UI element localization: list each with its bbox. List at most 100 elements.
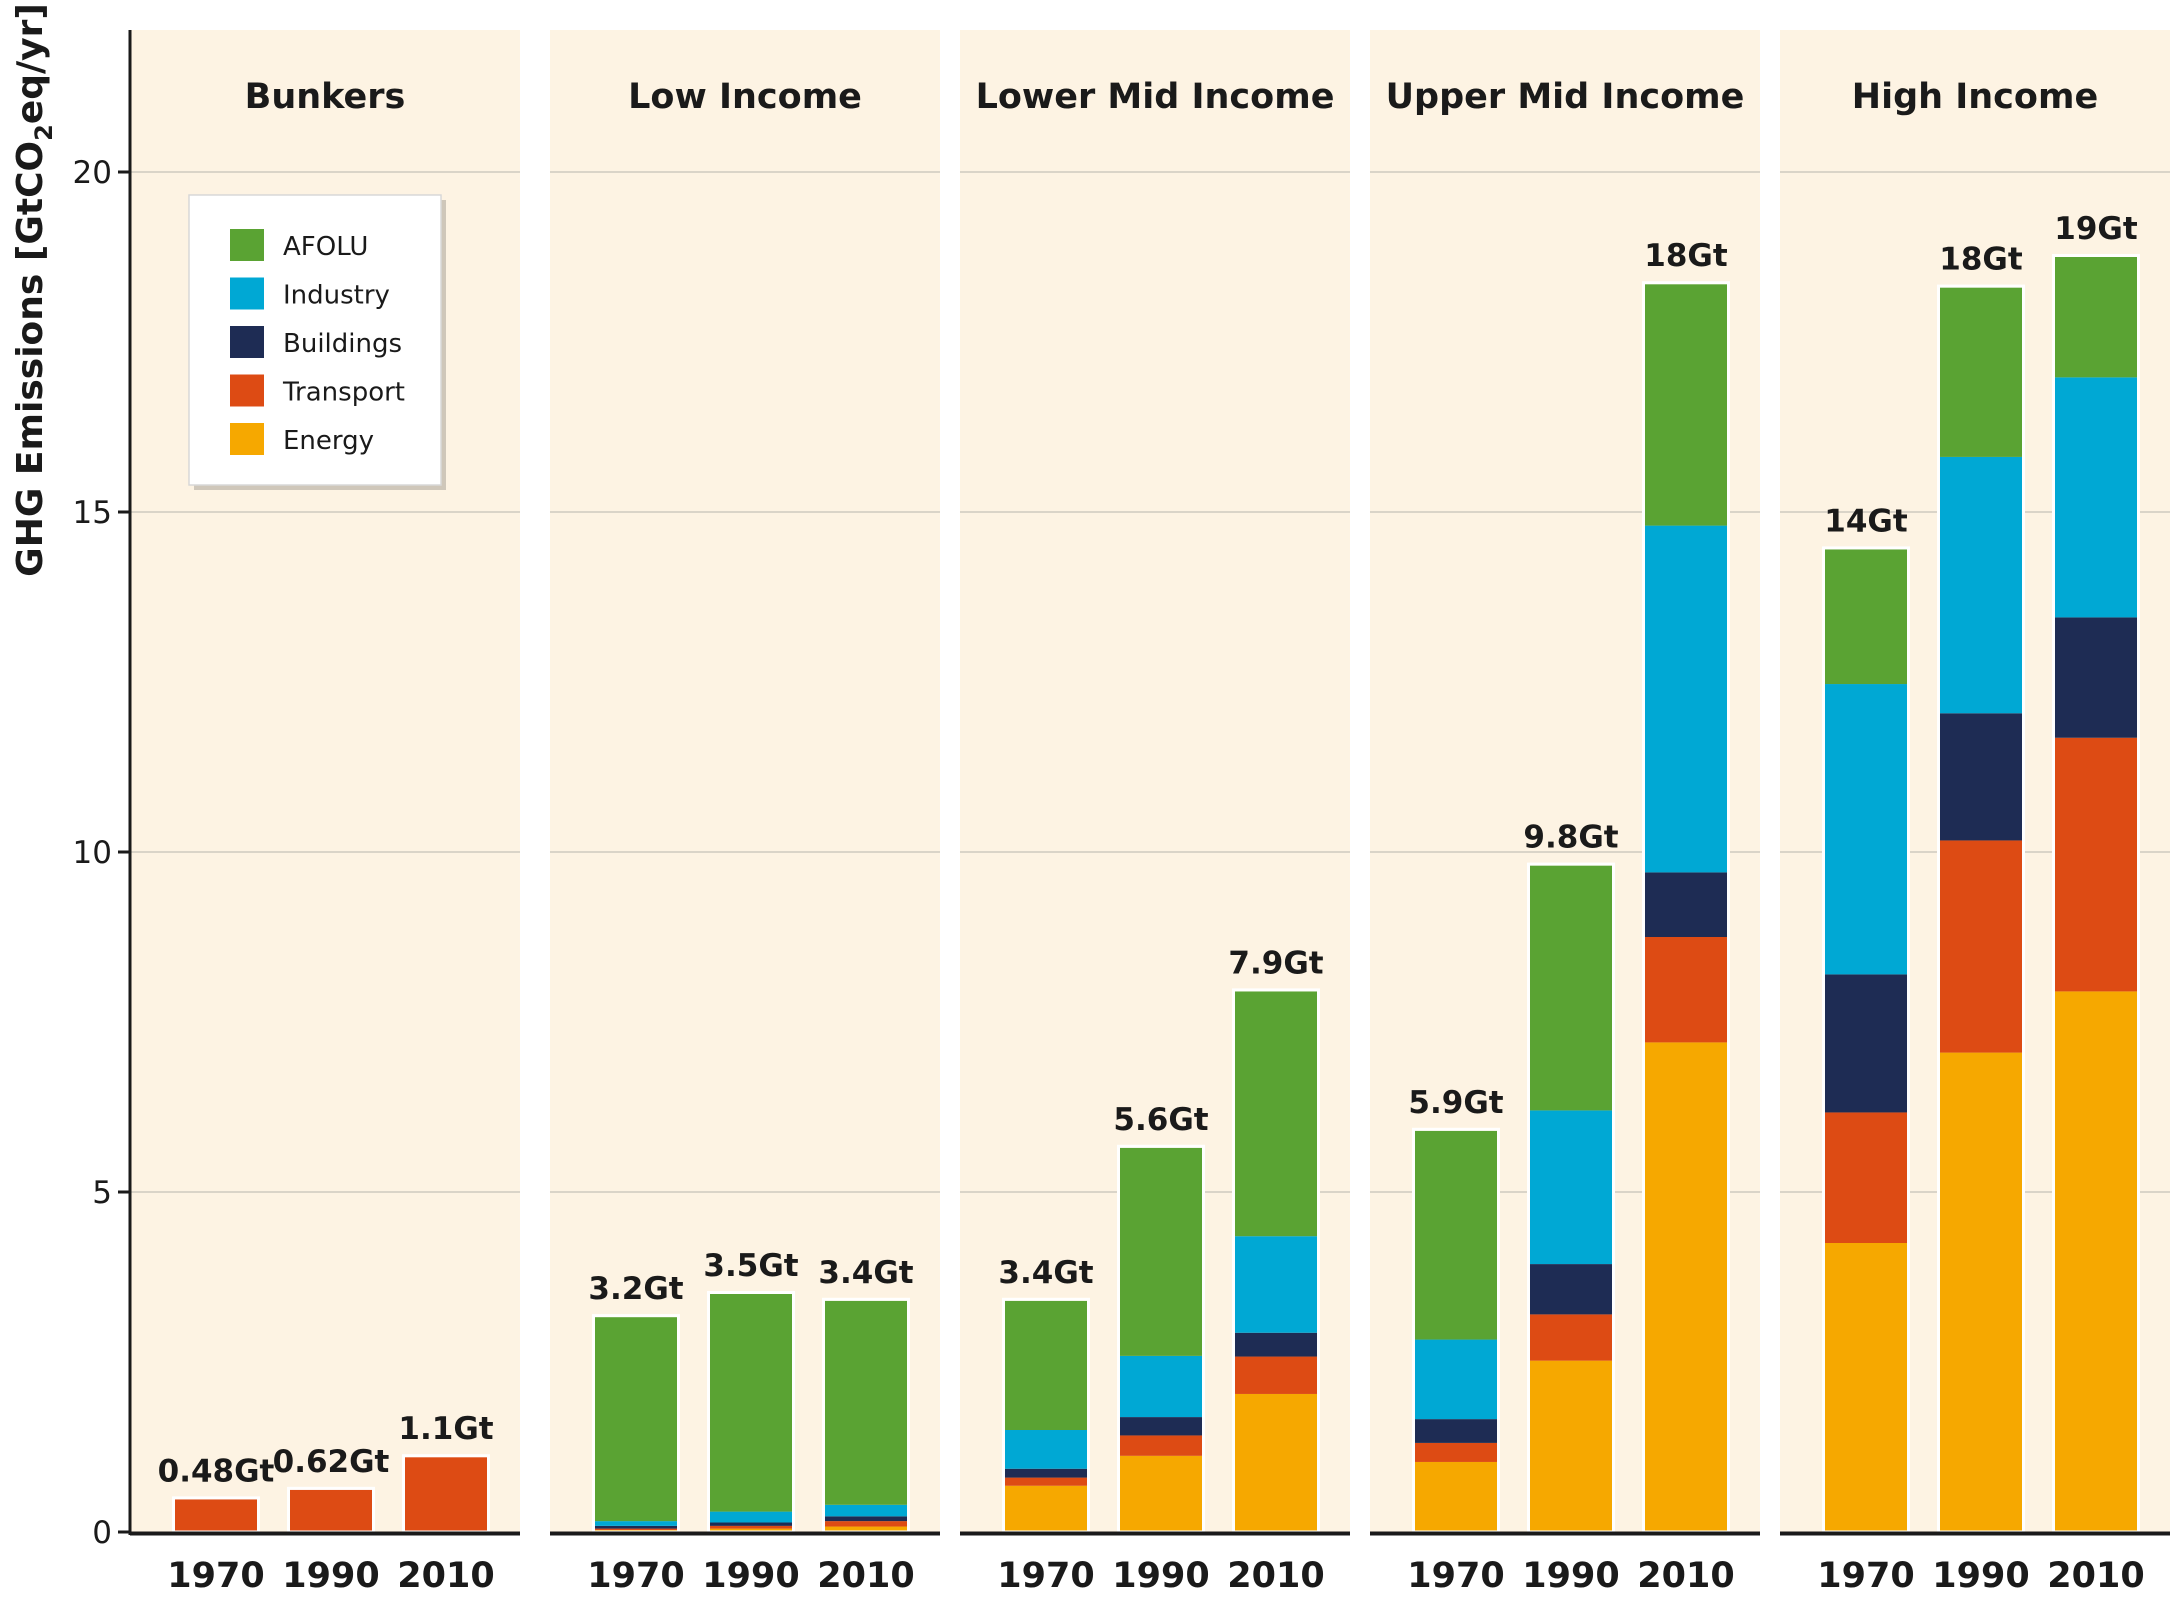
bar-bunkers-1970: 0.48Gt (158, 1453, 275, 1534)
bar-segment-transport (2055, 737, 2137, 992)
x-tick-label: 2010 (1227, 1556, 1324, 1596)
bar-segment-industry (1645, 525, 1727, 873)
bar-segment-transport (175, 1499, 257, 1532)
legend-label: Industry (283, 281, 390, 311)
bar-segment-industry (1530, 1110, 1612, 1265)
bar-segment-industry (1235, 1236, 1317, 1333)
bar-segment-transport (1235, 1356, 1317, 1394)
x-tick-label: 1990 (1522, 1556, 1619, 1596)
bar-segment-energy (1530, 1360, 1612, 1532)
bar-segment-energy (825, 1526, 907, 1532)
bar-segment-transport (595, 1528, 677, 1530)
bar-segment-transport (1530, 1314, 1612, 1361)
bar-segment-buildings (1530, 1264, 1612, 1315)
bar-upper-mid-income-1970: 5.9Gt (1408, 1085, 1504, 1534)
bar-segment-afolu (1005, 1300, 1087, 1430)
bar-lower-mid-income-2010: 7.9Gt (1228, 945, 1324, 1534)
bar-segment-energy (1825, 1243, 1907, 1532)
bar-segment-energy (1235, 1393, 1317, 1532)
panel-title: Upper Mid Income (1386, 77, 1745, 117)
legend-label: Transport (282, 378, 405, 408)
bar-segment-transport (1940, 840, 2022, 1053)
y-tick-label: 0 (92, 1515, 112, 1551)
bar-total-label: 0.62Gt (273, 1444, 390, 1480)
bar-segment-industry (2055, 377, 2137, 618)
bar-high-income-1970: 14Gt (1822, 503, 1910, 1534)
legend-label: AFOLU (283, 232, 368, 262)
bar-total-label: 19Gt (2054, 211, 2138, 247)
bar-total-label: 3.2Gt (588, 1271, 683, 1307)
bar-segment-buildings (1645, 872, 1727, 937)
legend-swatch (230, 326, 264, 358)
panel-high-income: High Income 14Gt 1970 18Gt 1990 19Gt 2010 (1780, 30, 2170, 1596)
bar-segment-afolu (825, 1300, 907, 1505)
bar-segment-afolu (1120, 1147, 1202, 1356)
bar-segment-afolu (2055, 257, 2137, 378)
panel-title: Bunkers (245, 77, 406, 117)
bar-total-label: 7.9Gt (1228, 945, 1323, 981)
legend-swatch (230, 277, 264, 310)
bar-segment-buildings (1005, 1468, 1087, 1478)
bar-segment-buildings (595, 1525, 677, 1529)
bar-segment-transport (1415, 1442, 1497, 1462)
bar-segment-transport (710, 1525, 792, 1529)
y-tick-label: 10 (73, 835, 112, 871)
x-tick-label: 1990 (282, 1556, 379, 1596)
bar-segment-afolu (710, 1294, 792, 1512)
bar-bunkers-2010: 1.1Gt (398, 1411, 494, 1534)
y-axis-label-subscript: 2 (30, 124, 58, 141)
legend-swatch (230, 229, 264, 261)
bar-total-label: 5.6Gt (1113, 1102, 1208, 1138)
bar-total-label: 14Gt (1824, 503, 1908, 539)
x-tick-label: 1970 (167, 1556, 264, 1596)
bar-segment-energy (1415, 1461, 1497, 1532)
legend-item-energy: Energy (230, 423, 374, 456)
bar-upper-mid-income-1990: 9.8Gt (1523, 820, 1619, 1534)
bar-segment-transport (405, 1457, 487, 1532)
panel-title: Lower Mid Income (976, 77, 1335, 117)
bar-total-label: 1.1Gt (398, 1411, 493, 1447)
bar-segment-energy (1120, 1455, 1202, 1532)
legend-label: Energy (283, 426, 374, 456)
y-axis-label-end: eq/yr] (10, 3, 51, 124)
bar-segment-transport (825, 1521, 907, 1527)
bar-low-income-1990: 3.5Gt (703, 1248, 799, 1534)
bar-low-income-2010: 3.4Gt (818, 1255, 914, 1534)
legend-item-buildings: Buildings (230, 326, 402, 359)
x-tick-label: 1990 (1112, 1556, 1209, 1596)
x-tick-label: 2010 (397, 1556, 494, 1596)
panel-title: Low Income (628, 77, 862, 117)
panel-lower-mid-income: Lower Mid Income 3.4Gt 1970 5.6Gt 1990 7.9Gt 2… (960, 30, 1350, 1596)
legend-swatch (230, 374, 264, 407)
bar-total-label: 9.8Gt (1523, 820, 1618, 856)
bar-segment-industry (1120, 1355, 1202, 1418)
bar-segment-energy (1940, 1052, 2022, 1532)
bar-segment-industry (595, 1521, 677, 1526)
panel-low-income: Low Income 3.2Gt 1970 3.5Gt 1990 3.4Gt 2010 (550, 30, 940, 1596)
bar-low-income-1970: 3.2Gt (588, 1271, 684, 1534)
panel-background (550, 30, 940, 1532)
bar-segment-afolu (595, 1317, 677, 1522)
y-tick-label: 5 (92, 1175, 112, 1211)
y-tick-label: 15 (73, 495, 112, 531)
bar-segment-buildings (1940, 713, 2022, 841)
panel-title: High Income (1852, 77, 2098, 117)
bar-segment-transport (1825, 1112, 1907, 1243)
legend-item-transport: Transport (230, 374, 405, 408)
legend-item-industry: Industry (230, 277, 390, 311)
bar-segment-buildings (1120, 1417, 1202, 1436)
bar-segment-afolu (1940, 287, 2022, 457)
bar-segment-buildings (710, 1522, 792, 1526)
legend-label: Buildings (283, 329, 402, 359)
bar-lower-mid-income-1990: 5.6Gt (1113, 1102, 1209, 1534)
x-tick-label: 2010 (2047, 1556, 2144, 1596)
x-tick-label: 2010 (817, 1556, 914, 1596)
bar-segment-buildings (1825, 974, 1907, 1113)
y-axis-label-main: GHG Emissions [GtCO (10, 141, 51, 577)
bar-total-label: 3.4Gt (998, 1255, 1093, 1291)
bar-segment-energy (1005, 1485, 1087, 1532)
bar-segment-energy (1645, 1042, 1727, 1532)
bar-segment-transport (290, 1489, 372, 1532)
bar-segment-buildings (1415, 1419, 1497, 1443)
